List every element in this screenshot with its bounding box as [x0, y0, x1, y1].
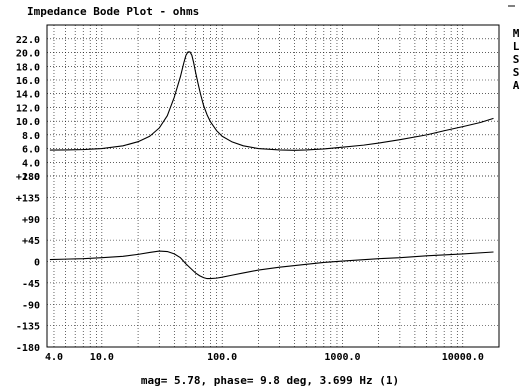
side-label-letter: S	[513, 53, 520, 66]
mag-tick-label: 8.0	[22, 131, 40, 142]
phase-tick-label: +180	[16, 172, 40, 183]
side-label-letter: M	[513, 27, 520, 40]
mag-tick-label: 12.0	[16, 103, 40, 114]
plot-frame	[46, 24, 500, 348]
phase-tick-label: +90	[22, 215, 40, 226]
mag-tick-label: 20.0	[16, 49, 40, 60]
chart-title: Impedance Bode Plot - ohms	[27, 5, 199, 18]
mag-tick-label: 22.0	[16, 35, 40, 46]
phase-tick-label: -45	[22, 279, 40, 290]
magnitude-line	[49, 51, 494, 151]
x-tick-label: 10000.0	[442, 352, 484, 363]
phase-tick-label: 0	[34, 258, 40, 269]
x-tick-labels: 4.0 10.0 100.0 1000.0 10000.0	[45, 352, 484, 363]
status-line: mag= 5.78, phase= 9.8 deg, 3.699 Hz (1)	[141, 374, 399, 387]
x-tick-label: 4.0	[45, 352, 63, 363]
phase-tick-label: -135	[16, 322, 40, 333]
side-label-letter: L	[513, 40, 520, 53]
phase-line	[49, 250, 494, 280]
phase-tick-label: -180	[16, 343, 40, 354]
mag-tick-label: 4.0	[22, 158, 40, 169]
mag-tick-label: 16.0	[16, 76, 40, 87]
mag-tick-label: 18.0	[16, 62, 40, 73]
grid	[47, 25, 500, 348]
x-tick-label: 10.0	[90, 352, 114, 363]
phase-tick-label: -90	[22, 300, 40, 311]
side-label-letter: S	[513, 66, 520, 79]
mag-tick-label: 6.0	[22, 145, 40, 156]
side-label-letter: A	[513, 79, 520, 92]
x-tick-label: 1000.0	[324, 352, 360, 363]
mag-tick-label: 10.0	[16, 117, 40, 128]
magnitude-tick-labels: 22.0 20.0 18.0 16.0 14.0 12.0 10.0 8.0 6.0 4.0 2.0	[16, 35, 40, 183]
mag-tick-label: 14.0	[16, 90, 40, 101]
phase-tick-label: +135	[16, 193, 40, 204]
series-layer	[49, 51, 494, 280]
phase-tick-label: +45	[22, 236, 40, 247]
x-tick-label: 100.0	[207, 352, 237, 363]
mag-tick-label: 2.0	[22, 172, 40, 183]
phase-tick-labels: +180 +135 +90 +45 0 -45 -90 -135 -180	[16, 172, 40, 354]
